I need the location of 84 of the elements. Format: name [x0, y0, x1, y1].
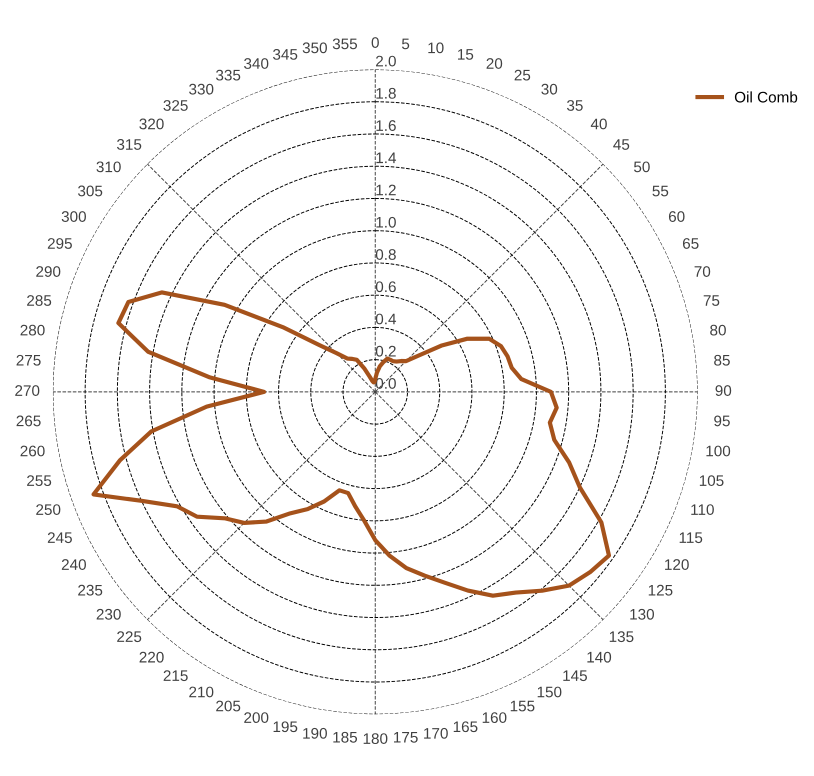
spoke-label: 180 [364, 733, 388, 744]
spoke-label: 185 [333, 732, 358, 743]
spoke-label: 310 [96, 161, 121, 172]
spoke-label: 220 [140, 652, 164, 663]
spoke-label: 340 [244, 58, 268, 69]
spoke-label: 155 [510, 700, 534, 712]
y-tick-label: 0.8 [376, 249, 396, 260]
spoke-label: 75 [704, 295, 720, 306]
spoke-label: 300 [62, 211, 86, 222]
spoke-label: 120 [665, 559, 689, 570]
spoke-label: 265 [16, 415, 41, 426]
y-tick-label: 1.2 [376, 184, 396, 196]
spoke-label: 55 [652, 186, 668, 196]
spoke-label: 170 [424, 728, 448, 739]
spoke-label: 125 [648, 584, 672, 596]
spoke-label: 295 [48, 238, 72, 249]
spoke-label: 100 [706, 446, 730, 456]
y-tick-label: 1.4 [376, 152, 396, 164]
spoke-label: 150 [538, 686, 562, 698]
spoke-label: 0 [372, 37, 379, 48]
spoke-label: 320 [139, 118, 164, 130]
y-tick-label: 0.6 [376, 281, 396, 292]
y-tick-label: 1.8 [376, 88, 396, 99]
spoke-label: 50 [634, 161, 650, 172]
spoke-label: 135 [610, 631, 634, 642]
spoke-label: 275 [16, 354, 41, 366]
spoke-label: 115 [680, 532, 702, 544]
spoke-label: 210 [189, 686, 214, 698]
spoke-label: 20 [486, 58, 502, 69]
spoke-label: 230 [96, 608, 121, 620]
spoke-label: 110 [691, 504, 714, 516]
spoke-label: 345 [273, 48, 298, 60]
spoke-label: 130 [630, 608, 654, 620]
spoke-label: 245 [48, 532, 72, 544]
y-tick-label: 0.4 [376, 314, 396, 324]
spoke-label: 5 [402, 38, 410, 50]
spoke-label: 140 [587, 652, 612, 663]
spoke-label: 325 [163, 100, 188, 111]
spoke-label: 225 [117, 631, 142, 642]
spoke-label: 285 [27, 295, 52, 306]
spoke-label: 205 [216, 700, 240, 712]
spoke-label: 70 [694, 266, 710, 277]
spoke-label: 355 [332, 38, 358, 50]
spoke-label: 175 [394, 732, 418, 743]
spoke-label: 145 [563, 670, 587, 682]
spoke-label: 25 [514, 70, 530, 81]
y-tick-label: 2.0 [376, 56, 396, 67]
spoke-label: 270 [15, 385, 40, 396]
y-tick-label: 1.0 [376, 216, 396, 228]
spoke-label: 330 [189, 84, 214, 95]
spoke-label: 200 [244, 712, 268, 724]
spoke-label: 60 [668, 211, 685, 222]
spoke-label: 45 [613, 139, 630, 150]
spoke-label: 165 [454, 721, 478, 732]
spoke-label: 250 [36, 504, 60, 516]
spoke-label: 215 [164, 670, 188, 682]
spoke-label: 90 [716, 385, 732, 396]
spoke-label: 40 [590, 118, 607, 130]
spoke-label: 335 [216, 70, 240, 81]
spoke-label: 30 [541, 84, 558, 95]
y-tick-label: 1.6 [376, 120, 396, 131]
spoke-label: 290 [36, 266, 60, 277]
spoke-label: 10 [428, 42, 444, 54]
spoke-label: 260 [20, 446, 45, 456]
spoke-label: 85 [714, 354, 730, 366]
spoke-label: 65 [682, 238, 699, 249]
spoke-label: 315 [116, 139, 142, 150]
spoke-label: 235 [78, 584, 102, 596]
spoke-label: 15 [458, 49, 474, 60]
spoke-label: 95 [714, 415, 730, 426]
spoke-label: 350 [302, 42, 327, 54]
spoke-label: 160 [482, 712, 506, 724]
y-tick-label: 0.2 [376, 346, 396, 357]
spoke-label: 255 [27, 475, 52, 486]
spoke-label: 280 [20, 324, 45, 336]
spoke-label: 80 [710, 324, 726, 336]
spoke-label: 35 [566, 100, 583, 111]
y-tick-label: 0.0 [376, 378, 396, 389]
spoke-label: 190 [303, 728, 327, 739]
spoke-label: 305 [78, 186, 102, 196]
spoke-label: 240 [62, 559, 86, 570]
legend-label: Oil Comb [734, 91, 798, 103]
spoke-label: 195 [274, 721, 298, 732]
spoke-label: 105 [700, 475, 724, 486]
